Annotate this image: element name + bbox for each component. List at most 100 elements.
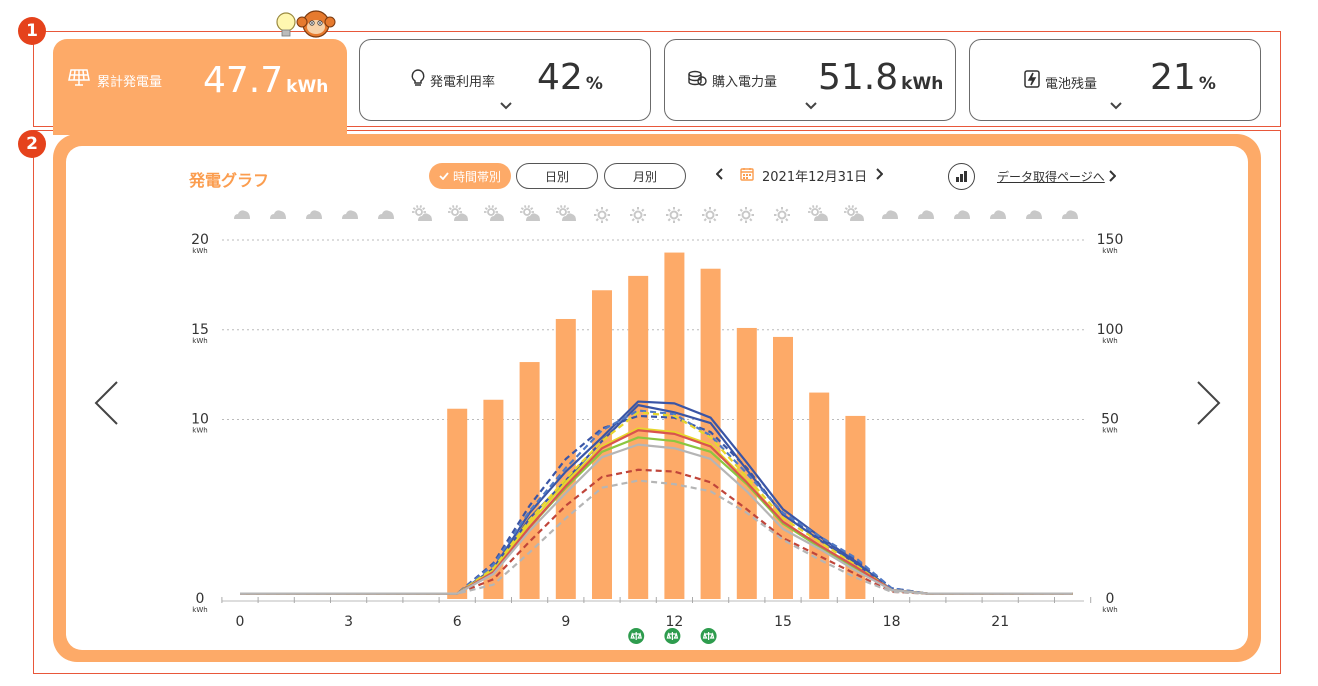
generation-bar	[700, 268, 721, 599]
x-tick-label: 18	[883, 614, 901, 630]
card-value: 21%	[1150, 57, 1216, 98]
x-tick-label: 12	[665, 614, 683, 630]
graph-panel-inner	[66, 146, 1248, 650]
next-page-arrow-icon[interactable]	[1196, 380, 1222, 430]
sunny-weather-icon	[774, 207, 790, 223]
event-marker-icon[interactable]	[628, 628, 645, 644]
x-tick-label: 0	[236, 614, 245, 630]
tab-daily[interactable]: 日別	[516, 163, 598, 189]
cloudy-weather-icon	[342, 210, 358, 219]
card-battery-level[interactable]: 電池残量 21%	[969, 39, 1261, 121]
date-navigator: 2021年12月31日	[715, 166, 884, 185]
x-tick-label: 15	[774, 614, 792, 630]
y-right-unit-label: kWh	[1102, 247, 1117, 255]
y-left-tick-label: 0	[196, 591, 205, 607]
event-marker-icon[interactable]	[664, 628, 681, 644]
generation-bar	[845, 415, 866, 599]
series-line	[240, 414, 1073, 595]
series-line	[240, 429, 1073, 595]
tab-monthly[interactable]: 月別	[604, 163, 686, 189]
series-line	[240, 404, 1073, 595]
card-purchased-power[interactable]: 購入電力量 51.8 kWh	[664, 39, 956, 121]
card-usage-rate[interactable]: 発電利用率 42%	[359, 39, 651, 121]
card-value: 47.7 kWh	[203, 60, 329, 101]
prev-page-arrow-icon[interactable]	[93, 380, 119, 430]
card-label: 累計発電量	[97, 75, 163, 90]
section-marker-1: 1	[18, 17, 46, 45]
sunny-weather-icon	[738, 207, 754, 223]
cloudy-weather-icon	[918, 210, 934, 219]
bar-chart-icon[interactable]	[948, 163, 975, 190]
sunny-weather-icon	[594, 207, 610, 223]
y-right-unit-label: kWh	[1102, 427, 1117, 435]
partly-sunny-weather-icon	[520, 205, 540, 221]
series-line	[240, 436, 1073, 595]
y-right-tick-label: 0	[1106, 591, 1115, 607]
generation-bar	[773, 336, 793, 599]
partly-sunny-weather-icon	[484, 205, 504, 221]
y-right-tick-label: 100	[1097, 322, 1124, 338]
chevron-down-icon[interactable]	[805, 95, 817, 114]
data-page-link[interactable]: データ取得ページへ	[997, 170, 1105, 184]
x-tick-label: 21	[991, 614, 1009, 630]
sunny-weather-icon	[666, 207, 682, 223]
tab-hourly[interactable]: 時間帯別	[429, 163, 511, 189]
y-left-unit-label: kWh	[192, 247, 207, 255]
section-marker-2: 2	[18, 130, 46, 158]
y-left-tick-label: 15	[191, 322, 209, 338]
coins-icon	[687, 69, 707, 87]
y-left-unit-label: kWh	[192, 337, 207, 345]
mascot-icon	[276, 10, 336, 38]
y-left-unit-label: kWh	[192, 606, 207, 614]
partly-sunny-weather-icon	[844, 205, 864, 221]
graph-title: 発電グラフ	[189, 171, 270, 190]
cloudy-weather-icon	[378, 210, 394, 219]
lightbulb-icon	[410, 69, 426, 87]
section-1-outline	[33, 31, 1281, 127]
card-label: 発電利用率	[430, 75, 496, 90]
battery-bolt-icon	[1024, 70, 1040, 88]
calendar-icon[interactable]	[740, 167, 754, 185]
section-2-outline	[33, 130, 1281, 674]
series-line	[240, 479, 1073, 595]
card-cumulative-generation[interactable]: 累計発電量 47.7 kWh	[53, 39, 347, 135]
tab-label: 日別	[544, 169, 569, 184]
cloudy-weather-icon	[306, 210, 322, 219]
generation-bar	[664, 252, 685, 599]
cloudy-weather-icon	[954, 210, 970, 219]
tab-label: 月別	[632, 169, 657, 184]
partly-sunny-weather-icon	[412, 205, 432, 221]
series-line	[240, 427, 1073, 595]
generation-bar	[447, 408, 468, 599]
chevron-down-icon[interactable]	[500, 95, 512, 114]
x-tick-label: 3	[344, 614, 353, 630]
cloudy-weather-icon	[270, 210, 286, 219]
card-label: 購入電力量	[712, 75, 778, 90]
y-left-tick-label: 10	[191, 412, 209, 428]
next-date-chevron-icon[interactable]	[875, 167, 884, 184]
generation-bar	[483, 399, 504, 599]
y-right-unit-label: kWh	[1102, 337, 1117, 345]
partly-sunny-weather-icon	[556, 205, 576, 221]
generation-bar	[519, 362, 540, 599]
event-marker-icon[interactable]	[700, 628, 717, 644]
partly-sunny-weather-icon	[448, 205, 468, 221]
x-tick-label: 6	[453, 614, 462, 630]
chevron-right-icon[interactable]	[1108, 167, 1117, 186]
tab-label: 時間帯別	[452, 169, 501, 184]
cloudy-weather-icon	[1062, 210, 1078, 219]
series-line	[240, 468, 1073, 595]
card-value: 51.8 kWh	[818, 57, 944, 98]
prev-date-chevron-icon[interactable]	[715, 167, 724, 184]
y-left-unit-label: kWh	[192, 427, 207, 435]
check-icon	[439, 169, 449, 183]
generation-bar	[592, 290, 612, 599]
x-tick-label: 9	[561, 614, 570, 630]
chevron-down-icon[interactable]	[1110, 95, 1122, 114]
series-line	[240, 409, 1073, 595]
card-label: 電池残量	[1045, 77, 1098, 92]
sunny-weather-icon	[702, 207, 718, 223]
cloudy-weather-icon	[882, 210, 898, 219]
cloudy-weather-icon	[1026, 210, 1042, 219]
